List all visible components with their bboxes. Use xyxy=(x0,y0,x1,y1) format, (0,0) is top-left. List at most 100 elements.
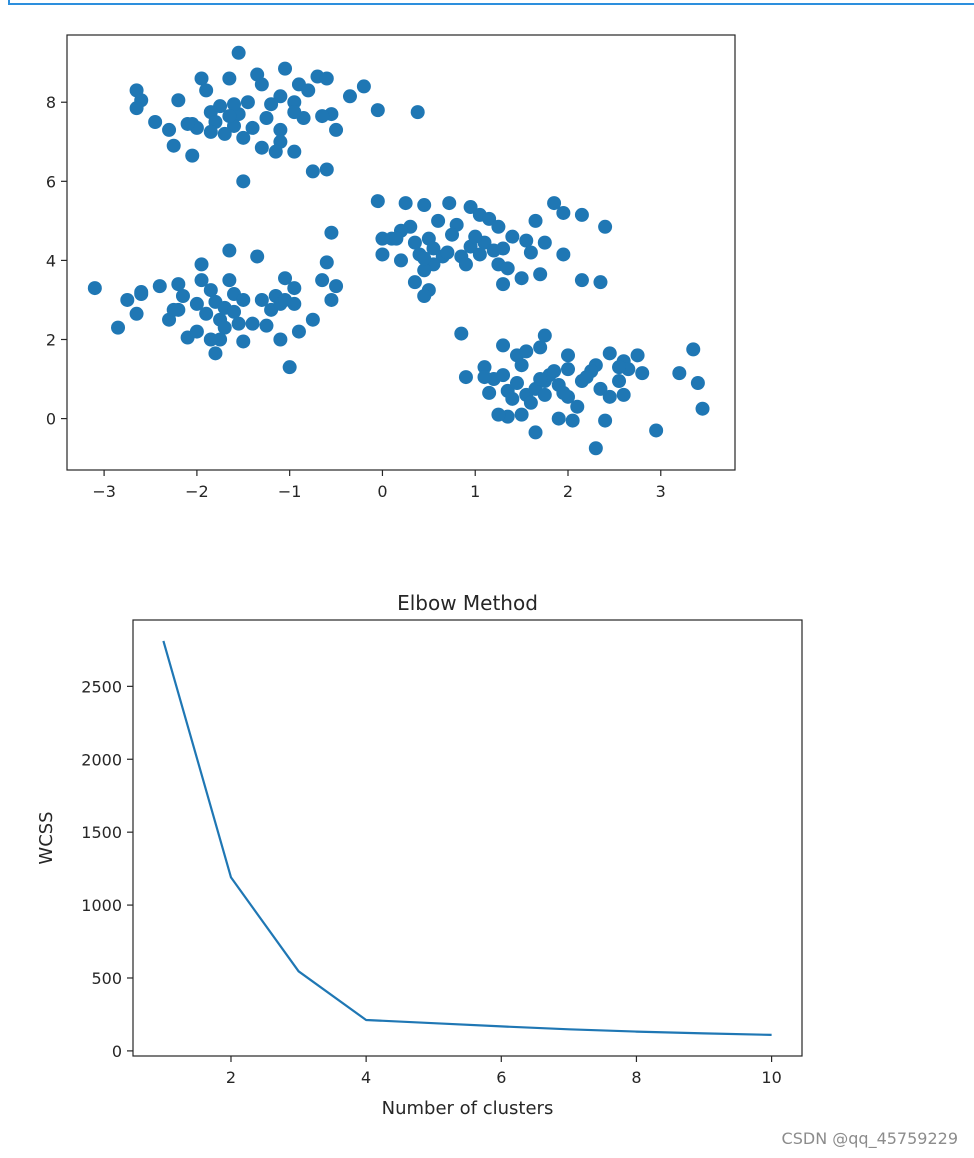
x-tick-label: 6 xyxy=(496,1068,506,1087)
scatter-point xyxy=(370,103,385,118)
scatter-point xyxy=(245,120,260,135)
x-tick-label: 8 xyxy=(631,1068,641,1087)
scatter-point xyxy=(565,413,580,428)
scatter-chart: −3 −2 −1 0 1 2 3 0 2 4 6 8 xyxy=(46,34,736,501)
y-tick-label: 2000 xyxy=(81,750,122,769)
scatter-point xyxy=(189,324,204,339)
scatter-point xyxy=(245,316,260,331)
scatter-point xyxy=(259,318,274,333)
scatter-point xyxy=(598,413,613,428)
scatter-point xyxy=(394,253,408,268)
scatter-point xyxy=(570,399,585,414)
scatter-point xyxy=(171,277,186,292)
scatter-point xyxy=(593,381,608,396)
scatter-point xyxy=(519,344,534,359)
scatter-point xyxy=(129,306,144,321)
scatter-point xyxy=(236,174,251,189)
scatter-point xyxy=(649,423,664,438)
scatter-point xyxy=(268,144,283,159)
scatter-point xyxy=(491,219,506,234)
scatter-point xyxy=(547,364,562,379)
scatter-point xyxy=(630,348,645,363)
scatter-point xyxy=(602,389,617,404)
scatter-point xyxy=(254,77,269,92)
scatter-point xyxy=(514,358,529,373)
scatter-point xyxy=(672,366,687,381)
x-tick-label: −3 xyxy=(92,482,116,501)
scatter-point xyxy=(273,89,288,104)
scatter-point xyxy=(87,281,102,296)
scatter-point xyxy=(445,227,460,242)
x-tick-label: −2 xyxy=(185,482,209,501)
scatter-point xyxy=(482,211,497,226)
scatter-point xyxy=(579,370,594,385)
scatter-point xyxy=(477,360,492,375)
scatter-point xyxy=(287,296,302,311)
scatter-point xyxy=(533,372,548,387)
scatter-point xyxy=(491,407,506,422)
scatter-point xyxy=(482,385,497,400)
scatter-point xyxy=(180,116,195,131)
scatter-point xyxy=(523,245,538,260)
scatter-point xyxy=(533,340,548,355)
scatter-point xyxy=(305,312,320,327)
scatter-point xyxy=(407,235,422,250)
scatter-point xyxy=(254,292,269,307)
scatter-point xyxy=(496,338,511,353)
x-tick-label: 2 xyxy=(563,482,573,501)
scatter-point xyxy=(398,196,413,211)
y-tick-label: 500 xyxy=(91,969,122,988)
y-tick-label: 8 xyxy=(46,93,56,112)
scatter-point xyxy=(477,370,492,385)
scatter-point xyxy=(442,196,457,211)
y-tick-label: 6 xyxy=(46,172,56,191)
y-tick-label: 4 xyxy=(46,251,56,270)
scatter-point xyxy=(561,362,575,377)
scatter-point xyxy=(500,261,515,276)
scatter-point xyxy=(593,275,608,290)
scatter-point xyxy=(514,271,529,286)
scatter-point xyxy=(454,326,469,341)
scatter-point xyxy=(111,320,126,335)
scatter-point xyxy=(194,273,209,288)
scatter-point xyxy=(287,281,302,296)
scatter-point xyxy=(486,243,501,258)
scatter-point xyxy=(199,306,214,321)
scatter-point xyxy=(278,61,293,76)
plot-frame xyxy=(132,619,803,1057)
scatter-point xyxy=(305,164,320,179)
scatter-point xyxy=(635,366,650,381)
plot-frame xyxy=(66,34,736,471)
scatter-point xyxy=(287,95,302,110)
scatter-point xyxy=(203,283,218,298)
scatter-point xyxy=(556,247,571,262)
scatter-point xyxy=(134,287,149,302)
scatter-point xyxy=(273,332,288,347)
scatter-point xyxy=(417,198,432,213)
scatter-point xyxy=(319,71,334,86)
scatter-point xyxy=(528,425,543,440)
scatter-point xyxy=(547,196,562,211)
scatter-point xyxy=(273,122,288,137)
scatter-point xyxy=(537,235,552,250)
scatter-point xyxy=(259,111,274,126)
chart-title: Elbow Method xyxy=(397,591,538,615)
scatter-point xyxy=(588,441,603,456)
watermark: CSDN @qq_45759229 xyxy=(781,1129,958,1148)
y-tick-label: 1500 xyxy=(81,823,122,842)
wcss-line xyxy=(162,640,772,1036)
scatter-point xyxy=(417,289,432,303)
scatter-point xyxy=(240,95,255,110)
scatter-point xyxy=(417,251,432,266)
x-tick-label: 0 xyxy=(377,482,387,501)
scatter-point xyxy=(458,370,473,385)
scatter-point xyxy=(278,271,293,286)
scatter-point xyxy=(166,302,181,317)
scatter-point xyxy=(287,144,302,159)
x-tick-label: 3 xyxy=(656,482,666,501)
scatter-point xyxy=(194,71,209,86)
scatter-point xyxy=(301,83,316,98)
scatter-point xyxy=(282,360,297,375)
scatter-point xyxy=(695,401,710,416)
scatter-point xyxy=(410,105,425,120)
